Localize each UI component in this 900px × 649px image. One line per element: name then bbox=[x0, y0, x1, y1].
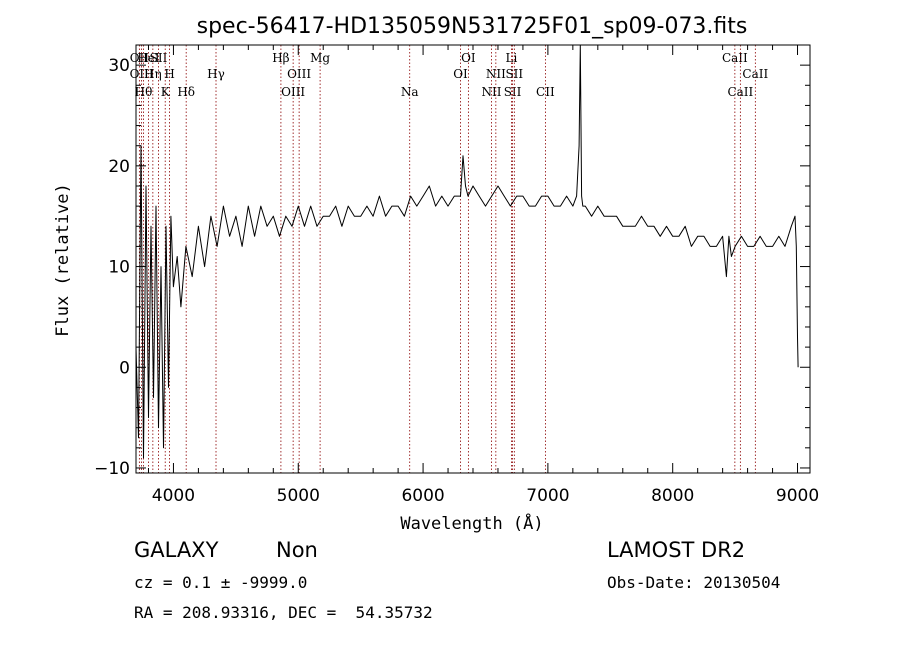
line-marker-label-24: CaII bbox=[727, 85, 753, 99]
redshift-cz: cz = 0.1 ± -9999.0 bbox=[134, 573, 308, 592]
spectrum-series bbox=[135, 44, 799, 459]
object-subclass: Non bbox=[276, 538, 318, 562]
line-marker-label-20: Li bbox=[506, 51, 518, 65]
line-marker-label-16: OI bbox=[461, 51, 476, 65]
y-tick-label-0: −10 bbox=[94, 459, 130, 479]
line-marker-label-13: Mg bbox=[310, 51, 330, 65]
emission-line-markers: OIIOIIIHθHeIHηSIIKHHδHγHβOIIIOIIIMgNaOIO… bbox=[130, 45, 768, 473]
y-tick-label-1: 0 bbox=[119, 358, 130, 378]
chart-title: spec-56417-HD135059N531725F01_sp09-073.f… bbox=[197, 14, 748, 39]
x-tick-label-2: 6000 bbox=[401, 486, 444, 506]
line-marker-label-10: Hβ bbox=[272, 51, 289, 65]
line-marker-label-6: K bbox=[161, 85, 171, 99]
y-tick-label-4: 30 bbox=[108, 56, 130, 76]
line-marker-label-25: CaII bbox=[742, 67, 768, 81]
x-axis-label: Wavelength (Å) bbox=[400, 512, 543, 534]
line-marker-label-4: Hη bbox=[144, 67, 162, 81]
x-tick-label-1: 5000 bbox=[277, 486, 320, 506]
y-axis-label: Flux (relative) bbox=[53, 183, 73, 337]
line-marker-label-5: SII bbox=[150, 51, 168, 65]
line-marker-label-12: OIII bbox=[287, 67, 311, 81]
spectrum-line-0 bbox=[135, 44, 799, 459]
line-marker-label-19: SII bbox=[504, 85, 522, 99]
x-tick-label-5: 9000 bbox=[776, 486, 819, 506]
y-axis-ticks: −10 0 10 20 30 bbox=[94, 56, 810, 479]
line-marker-label-15: OI bbox=[453, 67, 468, 81]
line-marker-label-22: CII bbox=[536, 85, 555, 99]
line-marker-label-23: CaII bbox=[722, 51, 748, 65]
line-marker-label-8: Hδ bbox=[177, 85, 195, 99]
object-class: GALAXY bbox=[134, 538, 219, 562]
line-marker-label-2: Hθ bbox=[135, 85, 153, 99]
line-marker-label-0: OII bbox=[130, 51, 150, 65]
y-tick-label-3: 20 bbox=[108, 157, 130, 177]
line-marker-label-21: SII bbox=[505, 67, 523, 81]
plot-frame bbox=[135, 44, 811, 474]
line-marker-label-3: HeI bbox=[137, 51, 160, 65]
y-tick-label-2: 10 bbox=[108, 258, 130, 278]
line-marker-label-9: Hγ bbox=[207, 67, 225, 81]
x-tick-label-3: 7000 bbox=[526, 486, 569, 506]
observation-date: Obs-Date: 20130504 bbox=[607, 573, 781, 592]
survey-name: LAMOST DR2 bbox=[607, 538, 746, 562]
line-marker-label-14: Na bbox=[401, 85, 419, 99]
line-marker-label-17: NII bbox=[481, 85, 501, 99]
line-marker-label-7: H bbox=[164, 67, 174, 81]
line-marker-label-11: OIII bbox=[281, 85, 305, 99]
x-tick-label-4: 8000 bbox=[651, 486, 694, 506]
x-tick-label-0: 4000 bbox=[152, 486, 195, 506]
coordinates: RA = 208.93316, DEC = 54.35732 bbox=[134, 603, 433, 622]
x-axis-ticks: 4000 5000 6000 7000 8000 9000 bbox=[147, 45, 819, 506]
line-marker-label-18: NII bbox=[486, 67, 506, 81]
